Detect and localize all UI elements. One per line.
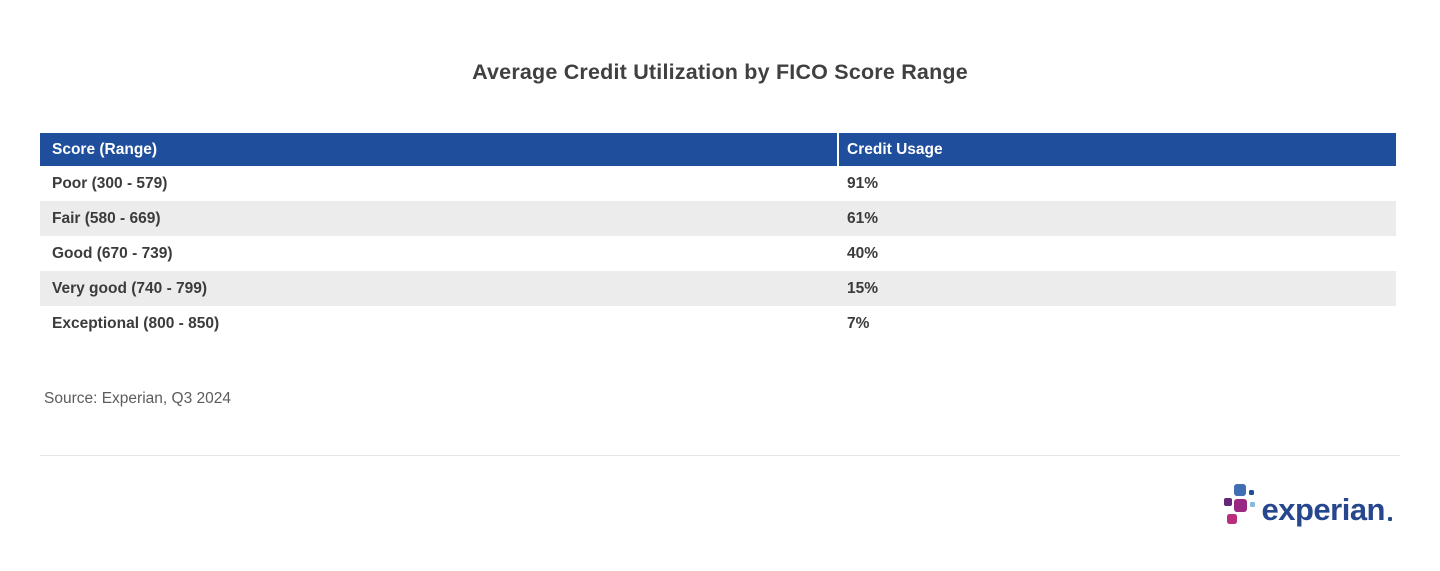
score-range-cell: Fair (580 - 669) [52,209,161,227]
score-range-cell: Good (670 - 739) [52,244,173,262]
logo-dot-lightblue [1250,502,1256,507]
credit-usage-cell: 40% [847,244,879,262]
table-row: Good (670 - 739) 40% [40,236,1396,271]
credit-usage-cell: 15% [847,279,879,297]
column-header-score-range: Score (Range) [40,133,837,166]
table-header-row: Score (Range) Credit Usage [40,133,1396,166]
table-row: Exceptional (800 - 850) 7% [40,306,1396,341]
logo-dot-darkblue [1249,490,1255,495]
logo-dot-magenta [1234,499,1248,512]
source-note: Source: Experian, Q3 2024 [44,390,231,407]
wordmark-period-dot [1388,517,1392,521]
logo-dot-purple [1224,498,1233,506]
column-header-credit-usage: Credit Usage [839,133,1396,166]
table-row: Very good (740 - 799) 15% [40,271,1396,306]
chart-title: Average Credit Utilization by FICO Score… [472,60,968,84]
table-row: Poor (300 - 579) 91% [40,166,1396,201]
credit-usage-cell: 91% [847,174,879,192]
footer-divider [40,455,1400,456]
logo-dot-blue [1234,484,1247,496]
credit-usage-cell: 61% [847,209,879,227]
table-row: Fair (580 - 669) 61% [40,201,1396,236]
experian-logo: experian [1224,483,1392,528]
logo-dot-pink [1227,514,1238,524]
credit-utilization-table: Score (Range) Credit Usage Poor (300 - 5… [40,133,1396,341]
score-range-cell: Very good (740 - 799) [52,279,208,297]
score-range-cell: Poor (300 - 579) [52,174,168,192]
experian-wordmark: experian [1261,492,1385,527]
score-range-cell: Exceptional (800 - 850) [52,314,220,332]
credit-usage-cell: 7% [847,314,870,332]
experian-logo-dots-icon [1224,483,1258,528]
